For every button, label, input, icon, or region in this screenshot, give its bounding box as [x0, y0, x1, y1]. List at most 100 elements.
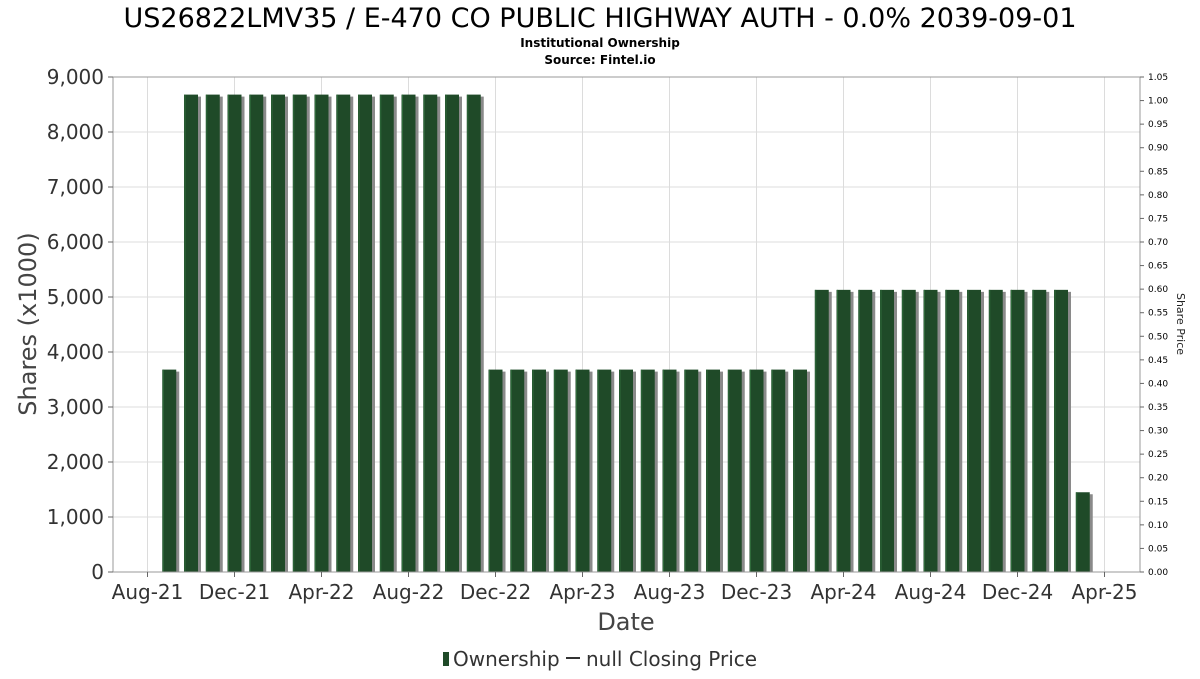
- bar-body: [923, 289, 938, 572]
- ownership-bar: [749, 369, 767, 572]
- y2-tick-label: 0.60: [1148, 285, 1168, 295]
- ownership-bar: [662, 369, 680, 572]
- bar-body: [640, 369, 655, 572]
- plot-area-frame: [112, 76, 1141, 573]
- y2-tick-label: 0.30: [1148, 427, 1168, 437]
- y2-tick-label: 0.65: [1148, 262, 1168, 272]
- y2-tick-label: 0.85: [1148, 167, 1168, 177]
- bars: [115, 94, 1093, 573]
- y-tick-label: 8,000: [47, 120, 104, 144]
- bar-body: [205, 94, 220, 572]
- ownership-bar: [314, 94, 332, 572]
- x-axis-ticks: Aug-21 Dec-21 Apr-22 Aug-22 Dec-22 Apr-23 Aug-…: [112, 572, 1138, 604]
- y-tick-label: 2,000: [47, 450, 104, 474]
- secondary-y-axis-label: Share Price: [1174, 293, 1187, 355]
- ownership-bar: [945, 289, 963, 572]
- bar-body: [988, 289, 1003, 572]
- bar-body: [1075, 492, 1090, 572]
- ownership-bar: [1032, 289, 1050, 572]
- ownership-bar: [1075, 492, 1093, 572]
- y-tick-label: 5,000: [47, 285, 104, 309]
- secondary-y-axis-ticks: 0.00 0.05 0.10 0.15 0.20 0.25 0.30 0.35 0.40 0.45…: [1140, 73, 1168, 578]
- bar-body: [858, 289, 873, 572]
- ownership-bar: [988, 289, 1006, 572]
- y2-tick-label: 0.80: [1148, 191, 1168, 201]
- ownership-bar: [597, 369, 615, 572]
- ownership-bar: [901, 289, 919, 572]
- bar-body: [488, 369, 503, 572]
- ownership-bar: [706, 369, 723, 572]
- y-tick-label: 9,000: [47, 65, 104, 89]
- y-tick-label: 1,000: [47, 505, 104, 529]
- ownership-bar: [162, 369, 180, 572]
- ownership-bar: [1010, 289, 1028, 572]
- ownership-bar: [880, 289, 897, 572]
- ownership-bar: [967, 289, 984, 572]
- ownership-bar: [575, 369, 593, 572]
- bar-body: [749, 369, 764, 572]
- ownership-bar: [271, 94, 288, 572]
- x-tick-label: Dec-24: [982, 580, 1053, 604]
- ownership-bar: [553, 369, 571, 572]
- y2-tick-label: 0.70: [1148, 238, 1168, 248]
- legend-ownership-swatch: [443, 652, 449, 666]
- y2-tick-label: 0.45: [1148, 356, 1168, 366]
- ownership-bar: [684, 369, 702, 572]
- bar-body: [1054, 289, 1068, 572]
- ownership-bar: [532, 369, 549, 572]
- bar-body: [162, 369, 177, 572]
- y2-tick-label: 0.15: [1148, 497, 1168, 507]
- ownership-bar: [292, 94, 310, 572]
- ownership-bar: [445, 94, 462, 572]
- bar-body: [575, 369, 590, 572]
- x-tick-label: Apr-22: [289, 580, 355, 604]
- y2-tick-label: 0.90: [1148, 144, 1168, 154]
- bar-body: [314, 94, 329, 572]
- bar-body: [967, 289, 981, 572]
- bar-body: [945, 289, 960, 572]
- y2-tick-label: 0.55: [1148, 309, 1168, 319]
- bar-body: [445, 94, 459, 572]
- y2-tick-label: 0.10: [1148, 521, 1168, 531]
- x-tick-label: Apr-23: [550, 580, 616, 604]
- bar-body: [836, 289, 851, 572]
- ownership-bar: [205, 94, 223, 572]
- y2-tick-label: 1.00: [1148, 97, 1168, 107]
- legend-ownership-label: Ownership: [453, 647, 560, 671]
- bar-body: [771, 369, 786, 572]
- bar-body: [553, 369, 568, 572]
- ownership-bar: [488, 369, 506, 572]
- bar-body: [292, 94, 307, 572]
- chart-subtitle-line-1: Institutional Ownership: [520, 36, 680, 50]
- x-tick-label: Aug-24: [895, 580, 967, 604]
- bar-body: [358, 94, 372, 572]
- bar-body: [401, 94, 416, 572]
- bar-body: [423, 94, 438, 572]
- ownership-bar: [771, 369, 789, 572]
- ownership-bar: [836, 289, 854, 572]
- y2-tick-label: 0.20: [1148, 474, 1168, 484]
- y-axis-label: Shares (x1000): [14, 232, 42, 415]
- bar-body: [793, 369, 807, 572]
- chart-title: US26822LMV35 / E-470 CO PUBLIC HIGHWAY A…: [123, 3, 1076, 34]
- bar-body: [510, 369, 525, 572]
- bar-body: [184, 94, 198, 572]
- y-tick-label: 6,000: [47, 230, 104, 254]
- ownership-bar: [814, 289, 832, 572]
- bar-body: [532, 369, 546, 572]
- ownership-bar: [336, 94, 354, 572]
- y2-tick-label: 0.50: [1148, 332, 1168, 342]
- y-tick-label: 7,000: [47, 175, 104, 199]
- y-tick-label: 0: [91, 560, 104, 584]
- y2-tick-label: 0.00: [1148, 568, 1168, 578]
- legend-price-label: null Closing Price: [586, 647, 757, 671]
- y2-tick-label: 0.05: [1148, 544, 1168, 554]
- ownership-bar: [619, 369, 636, 572]
- y2-tick-label: 0.35: [1148, 403, 1168, 413]
- ownership-bar: [793, 369, 810, 572]
- bar-body: [379, 94, 394, 572]
- ownership-bar: [184, 94, 201, 572]
- bar-body: [814, 289, 829, 572]
- bar-body: [1032, 289, 1047, 572]
